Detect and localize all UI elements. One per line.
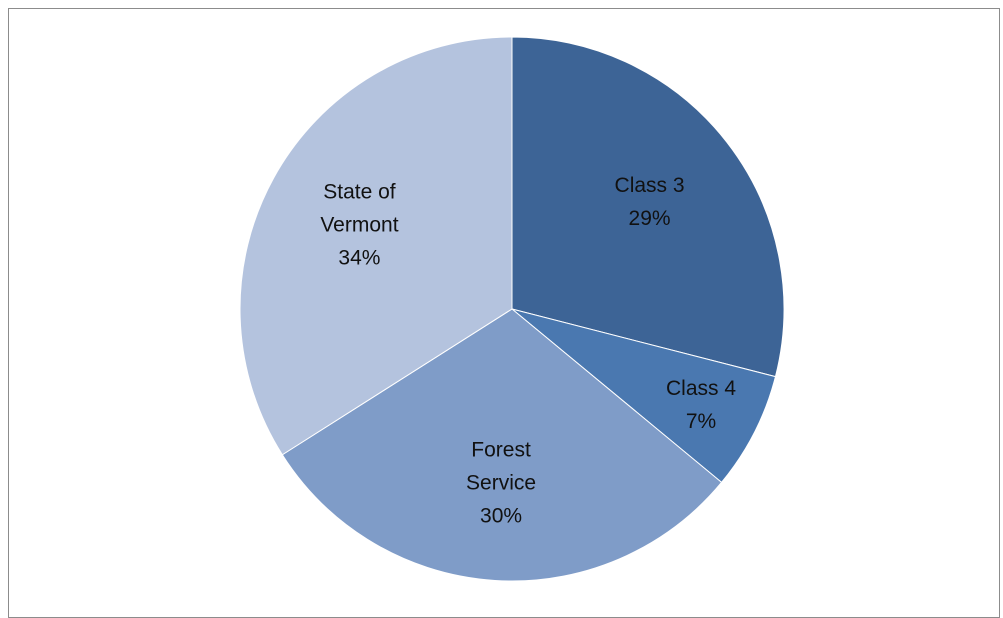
category-label: State of Vermont bbox=[320, 180, 399, 237]
category-label: Class 4 bbox=[666, 377, 737, 401]
slice-label: Class 3 29% bbox=[585, 169, 715, 235]
pie-slice bbox=[511, 308, 777, 484]
slice-label: Class 4 7% bbox=[636, 372, 766, 438]
value-label: 34% bbox=[338, 246, 381, 270]
pie-slice bbox=[239, 36, 513, 456]
pie-slice bbox=[511, 36, 785, 378]
category-label: Forest Service bbox=[466, 438, 537, 495]
value-label: 30% bbox=[480, 504, 523, 528]
category-label: Class 3 bbox=[614, 174, 685, 198]
value-label: 29% bbox=[628, 207, 671, 231]
slice-label: Forest Service 30% bbox=[436, 433, 566, 532]
value-label: 7% bbox=[685, 410, 717, 434]
slice-label: State of Vermont 34% bbox=[294, 176, 424, 275]
pie-slice bbox=[281, 308, 723, 582]
